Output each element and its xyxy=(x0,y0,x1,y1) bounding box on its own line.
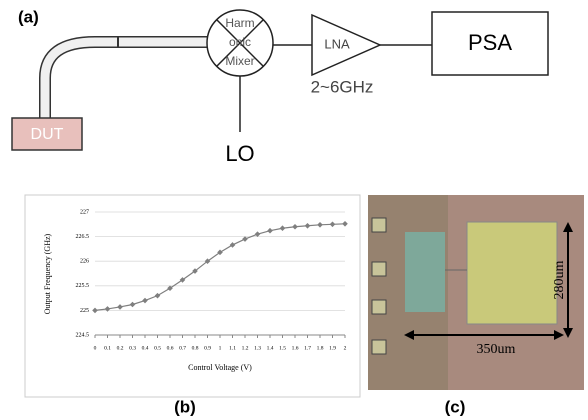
mixer-label: Mixer xyxy=(225,54,254,68)
lna-band: 2~6GHz xyxy=(311,77,374,96)
figure: (a) DUT Harm onic Mixer LO LNA 2~6GHz PS… xyxy=(0,0,588,420)
height-label: 280um xyxy=(552,260,567,299)
y-tick-label: 225 xyxy=(80,308,89,314)
x-tick-label: 0.6 xyxy=(167,345,174,351)
x-tick-label: 1.2 xyxy=(242,345,249,351)
x-tick-label: 1.5 xyxy=(279,345,286,351)
y-tick-label: 225.5 xyxy=(76,283,90,289)
x-tick-label: 1.6 xyxy=(292,345,299,351)
x-tick-label: 0.1 xyxy=(104,345,111,351)
x-tick-label: 0.3 xyxy=(129,345,136,351)
photo-structure xyxy=(467,222,557,324)
photo-pad xyxy=(372,218,386,232)
y-tick-label: 226 xyxy=(80,259,89,265)
psa-label: PSA xyxy=(468,30,512,55)
dut-label: DUT xyxy=(31,126,64,143)
cable-outline xyxy=(45,42,208,118)
x-axis-title: Control Voltage (V) xyxy=(188,363,252,372)
x-tick-label: 0.4 xyxy=(142,345,149,351)
cable xyxy=(45,42,208,118)
panel-label: (c) xyxy=(445,397,466,416)
x-tick-label: 0 xyxy=(94,345,97,351)
x-tick-label: 0.7 xyxy=(179,345,186,351)
page: (a) DUT Harm onic Mixer LO LNA 2~6GHz PS… xyxy=(0,0,588,420)
x-tick-label: 1.7 xyxy=(304,345,311,351)
y-tick-label: 224.5 xyxy=(76,332,90,338)
y-axis-title: Output Frequency (GHz) xyxy=(43,233,52,314)
x-tick-label: 1.4 xyxy=(267,345,274,351)
x-tick-label: 0.8 xyxy=(192,345,199,351)
x-tick-label: 1.1 xyxy=(229,345,236,351)
x-tick-label: 1.3 xyxy=(254,345,261,351)
photo-pad xyxy=(372,300,386,314)
panel-label: (b) xyxy=(174,397,196,416)
y-tick-label: 227 xyxy=(80,209,89,215)
mixer-label: onic xyxy=(229,35,251,49)
photo-pad xyxy=(372,262,386,276)
x-tick-label: 0.9 xyxy=(204,345,211,351)
lna-label: LNA xyxy=(324,36,350,51)
panel-label: (a) xyxy=(18,7,39,26)
width-label: 350um xyxy=(477,342,516,357)
photo-pad xyxy=(372,340,386,354)
mixer-label: Harm xyxy=(225,16,254,30)
x-tick-label: 1.9 xyxy=(329,345,336,351)
x-tick-label: 0.2 xyxy=(117,345,124,351)
lo-label: LO xyxy=(225,141,254,166)
x-tick-label: 2 xyxy=(344,345,347,351)
photo-structure xyxy=(405,232,445,312)
x-tick-label: 1.8 xyxy=(317,345,324,351)
x-tick-label: 1 xyxy=(219,345,222,351)
x-tick-label: 0.5 xyxy=(154,345,161,351)
y-tick-label: 226.5 xyxy=(76,234,90,240)
